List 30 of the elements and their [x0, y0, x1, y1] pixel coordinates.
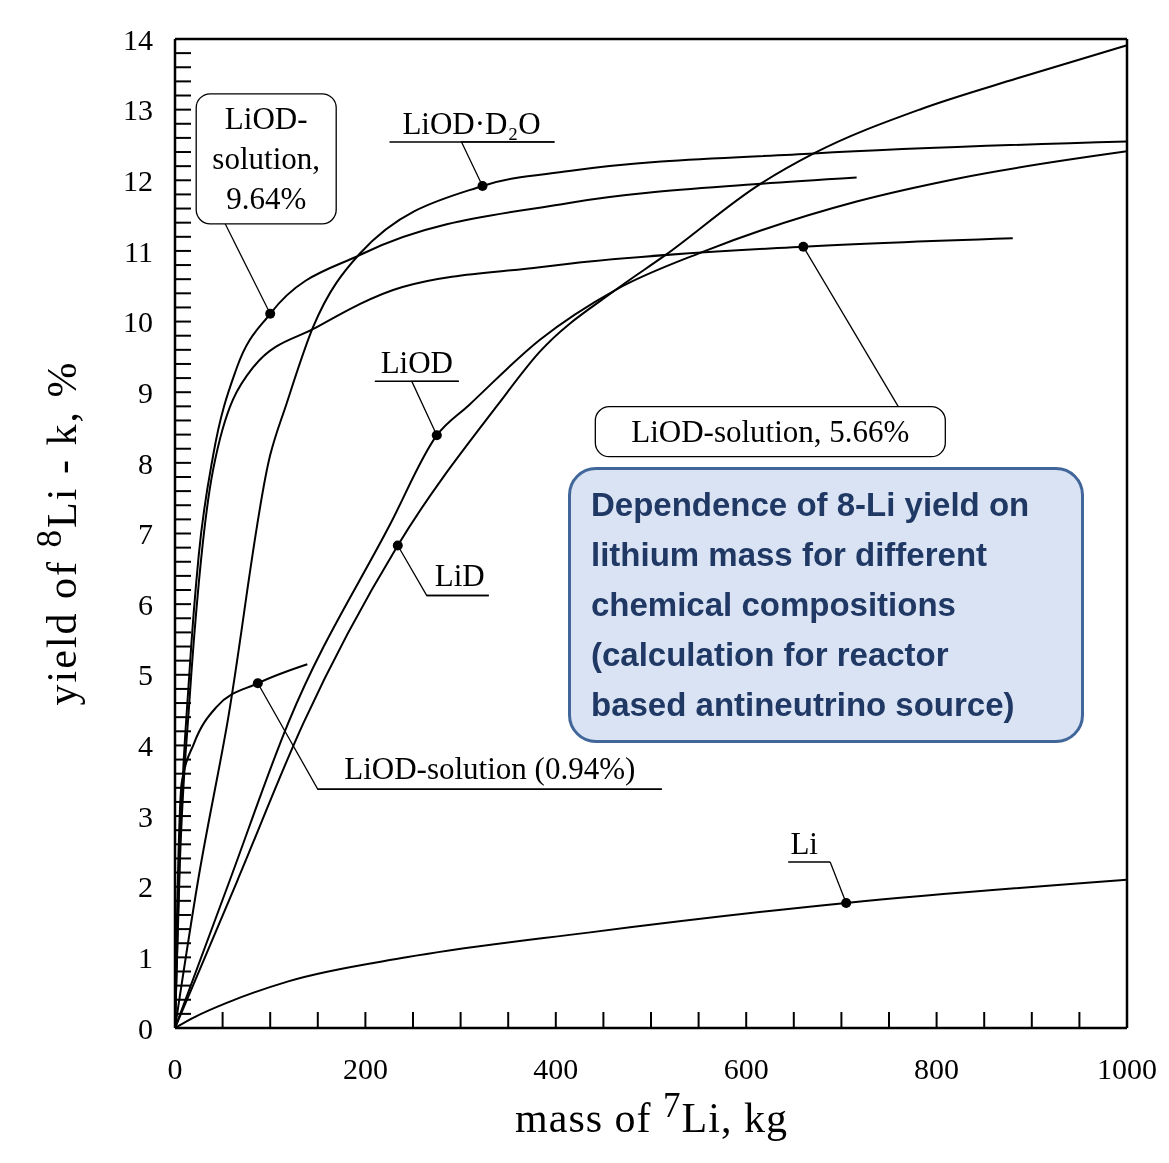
y-tick-label: 10	[123, 305, 153, 339]
x-tick-label: 1000	[1097, 1052, 1157, 1086]
legend-label: LiOD-solution, 9.64%	[212, 100, 321, 216]
y-tick-label: 8	[138, 446, 153, 480]
x-tick-label: 800	[914, 1052, 960, 1086]
y-tick-label: 13	[123, 93, 153, 127]
x-axis-title: mass of $^{7}$Li, kg	[514, 1086, 789, 1142]
y-tick-label: 14	[123, 22, 153, 56]
y-tick-label: 2	[138, 870, 153, 904]
x-tick-label: 400	[533, 1052, 579, 1086]
text: LiOD-solution, 5.66%	[631, 413, 910, 449]
series-label: Li	[790, 825, 819, 861]
x-tick-label: 600	[723, 1052, 769, 1086]
series-label: LiD	[434, 557, 485, 593]
y-tick-label: 9	[138, 375, 153, 409]
series-label: LiOD	[380, 345, 453, 381]
y-tick-label: 5	[138, 658, 153, 692]
y-tick-label: 6	[138, 587, 153, 621]
y-tick-label: 7	[138, 517, 153, 551]
y-tick-label: 12	[123, 163, 153, 197]
annotation: Dependence of 8-Li yield on lithium mass for different chemical compositions (calculation for reactor based antineutrino source)	[568, 467, 1084, 743]
y-tick-label: 1	[138, 941, 153, 975]
y-tick-label: 3	[138, 799, 153, 833]
y-tick-label: 11	[124, 234, 153, 268]
series-label: LiOD·D₂O	[402, 105, 541, 141]
y-tick-label: 0	[138, 1011, 153, 1045]
text: LiOD-solution (0.94%)	[344, 751, 636, 787]
x-tick-label: 0	[167, 1052, 183, 1086]
x-tick-label: 200	[342, 1052, 388, 1086]
y-tick-label: 4	[138, 729, 153, 763]
